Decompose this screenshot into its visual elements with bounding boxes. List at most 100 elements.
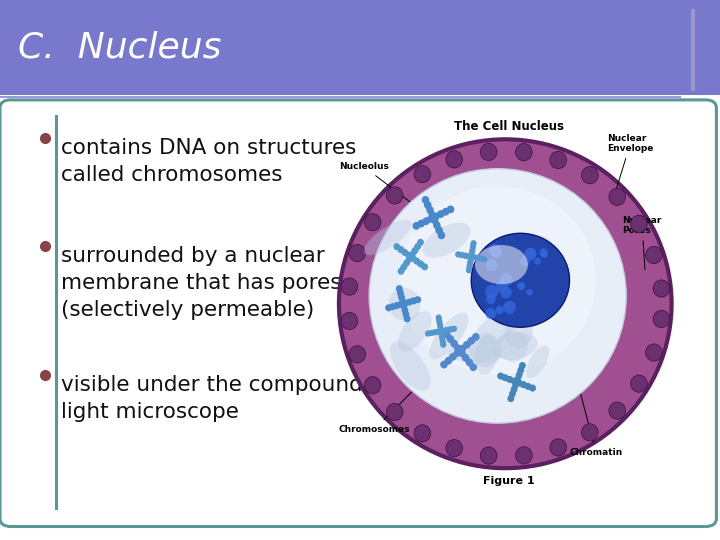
Ellipse shape [492,332,538,360]
Circle shape [446,440,462,457]
Ellipse shape [389,288,420,321]
Ellipse shape [474,334,498,375]
Circle shape [410,255,416,262]
Circle shape [443,330,450,338]
Text: Figure 1: Figure 1 [483,476,535,486]
Circle shape [516,447,532,464]
Circle shape [414,243,421,250]
Ellipse shape [526,345,549,379]
Circle shape [402,311,410,318]
Circle shape [387,187,403,204]
Circle shape [437,322,443,328]
Circle shape [485,285,498,299]
Circle shape [502,374,508,381]
Circle shape [417,239,424,246]
Circle shape [422,196,429,204]
Circle shape [646,344,662,361]
Circle shape [364,377,381,394]
Ellipse shape [423,222,471,258]
Circle shape [349,346,366,363]
Circle shape [439,334,445,340]
Circle shape [455,251,462,258]
Circle shape [486,295,495,304]
Circle shape [402,300,409,307]
Circle shape [492,247,502,258]
FancyBboxPatch shape [0,0,720,94]
Circle shape [436,328,442,335]
Ellipse shape [390,341,431,390]
Circle shape [432,213,440,220]
Circle shape [485,308,496,319]
Text: Chromatin: Chromatin [570,369,623,457]
Circle shape [500,273,513,286]
Circle shape [394,302,400,309]
Circle shape [446,151,462,168]
Circle shape [609,188,626,205]
Circle shape [438,326,444,332]
Circle shape [508,395,514,402]
Circle shape [516,144,532,161]
Circle shape [459,345,466,353]
Circle shape [349,245,366,262]
Circle shape [495,280,508,293]
Circle shape [449,353,457,361]
Circle shape [436,226,443,234]
Ellipse shape [447,346,502,363]
Circle shape [550,439,567,456]
Circle shape [498,373,504,380]
Circle shape [489,244,501,256]
Circle shape [406,255,413,262]
Circle shape [401,249,408,256]
Circle shape [442,208,449,215]
Ellipse shape [528,235,563,294]
Circle shape [421,264,428,271]
Text: Nuclear
Envelope: Nuclear Envelope [607,133,654,203]
Circle shape [402,307,408,314]
Circle shape [520,256,530,266]
Circle shape [437,210,444,218]
Circle shape [428,330,435,336]
Circle shape [510,386,518,393]
Circle shape [631,215,647,233]
Circle shape [405,252,412,259]
Circle shape [534,258,541,265]
Circle shape [440,328,446,334]
Circle shape [451,340,458,348]
Circle shape [550,151,567,168]
Circle shape [400,264,408,271]
Circle shape [520,381,527,388]
Circle shape [653,280,670,297]
Circle shape [653,310,670,328]
Ellipse shape [472,233,570,327]
Circle shape [446,335,454,343]
Circle shape [500,287,512,299]
Circle shape [506,376,513,383]
Circle shape [409,251,415,258]
Circle shape [423,217,430,225]
Circle shape [400,302,408,309]
Ellipse shape [475,245,528,284]
Circle shape [414,166,431,183]
Circle shape [440,338,446,344]
Circle shape [513,381,519,388]
Circle shape [396,285,402,292]
Circle shape [466,267,472,273]
Circle shape [415,296,421,303]
Circle shape [519,282,525,288]
Circle shape [433,221,441,229]
Circle shape [486,259,498,271]
Circle shape [428,211,436,219]
Circle shape [467,253,472,260]
Circle shape [426,206,433,214]
Text: C.  Nucleus: C. Nucleus [18,30,222,64]
Circle shape [469,248,475,254]
Circle shape [406,299,413,306]
Circle shape [447,326,454,333]
Text: surrounded by a nuclear
membrane that has pores
(selectively permeable): surrounded by a nuclear membrane that ha… [61,246,342,320]
Ellipse shape [364,220,412,255]
Circle shape [436,314,442,321]
Ellipse shape [398,311,431,352]
Text: visible under the compound
light microscope: visible under the compound light microsc… [61,375,363,422]
Circle shape [418,260,424,267]
Circle shape [582,166,598,184]
